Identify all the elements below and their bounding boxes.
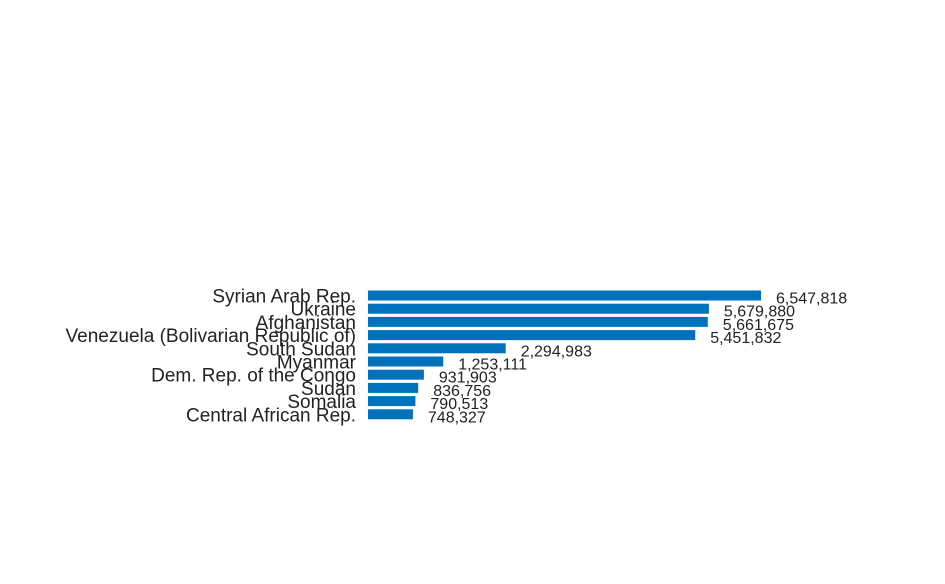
category-label: Afghanistan xyxy=(256,313,356,334)
category-label: Sudan xyxy=(301,379,356,400)
value-label: 2,294,983 xyxy=(521,343,592,360)
value-label: 931,903 xyxy=(439,370,497,387)
bar xyxy=(368,396,416,407)
bar xyxy=(368,409,413,420)
bar xyxy=(368,330,696,341)
category-label: Dem. Rep. of the Congo xyxy=(151,366,356,387)
category-label: South Sudan xyxy=(246,339,356,360)
bar xyxy=(368,356,444,367)
category-label: Myanmar xyxy=(277,353,357,374)
category-label: Central African Rep. xyxy=(186,405,356,426)
category-label: Ukraine xyxy=(291,300,356,321)
value-label: 790,513 xyxy=(430,396,488,413)
bars-group xyxy=(368,290,761,420)
bar xyxy=(368,290,761,301)
bar xyxy=(368,369,424,380)
category-labels-group: Syrian Arab Rep.UkraineAfghanistanVenezu… xyxy=(66,287,357,427)
bar xyxy=(368,316,708,327)
bar xyxy=(368,382,419,393)
value-label: 5,679,880 xyxy=(724,304,795,321)
bar xyxy=(368,343,506,354)
value-label: 5,661,675 xyxy=(723,317,794,334)
value-label: 5,451,832 xyxy=(710,330,781,347)
value-label: 748,327 xyxy=(428,409,486,426)
value-label: 1,253,111 xyxy=(458,357,527,374)
category-label: Syrian Arab Rep. xyxy=(212,287,356,308)
category-label: Venezuela (Bolivarian Republic of) xyxy=(66,326,356,347)
value-label: 836,756 xyxy=(433,383,491,400)
bar xyxy=(368,303,709,314)
category-label: Somalia xyxy=(287,392,356,413)
value-label: 6,547,818 xyxy=(776,291,847,308)
